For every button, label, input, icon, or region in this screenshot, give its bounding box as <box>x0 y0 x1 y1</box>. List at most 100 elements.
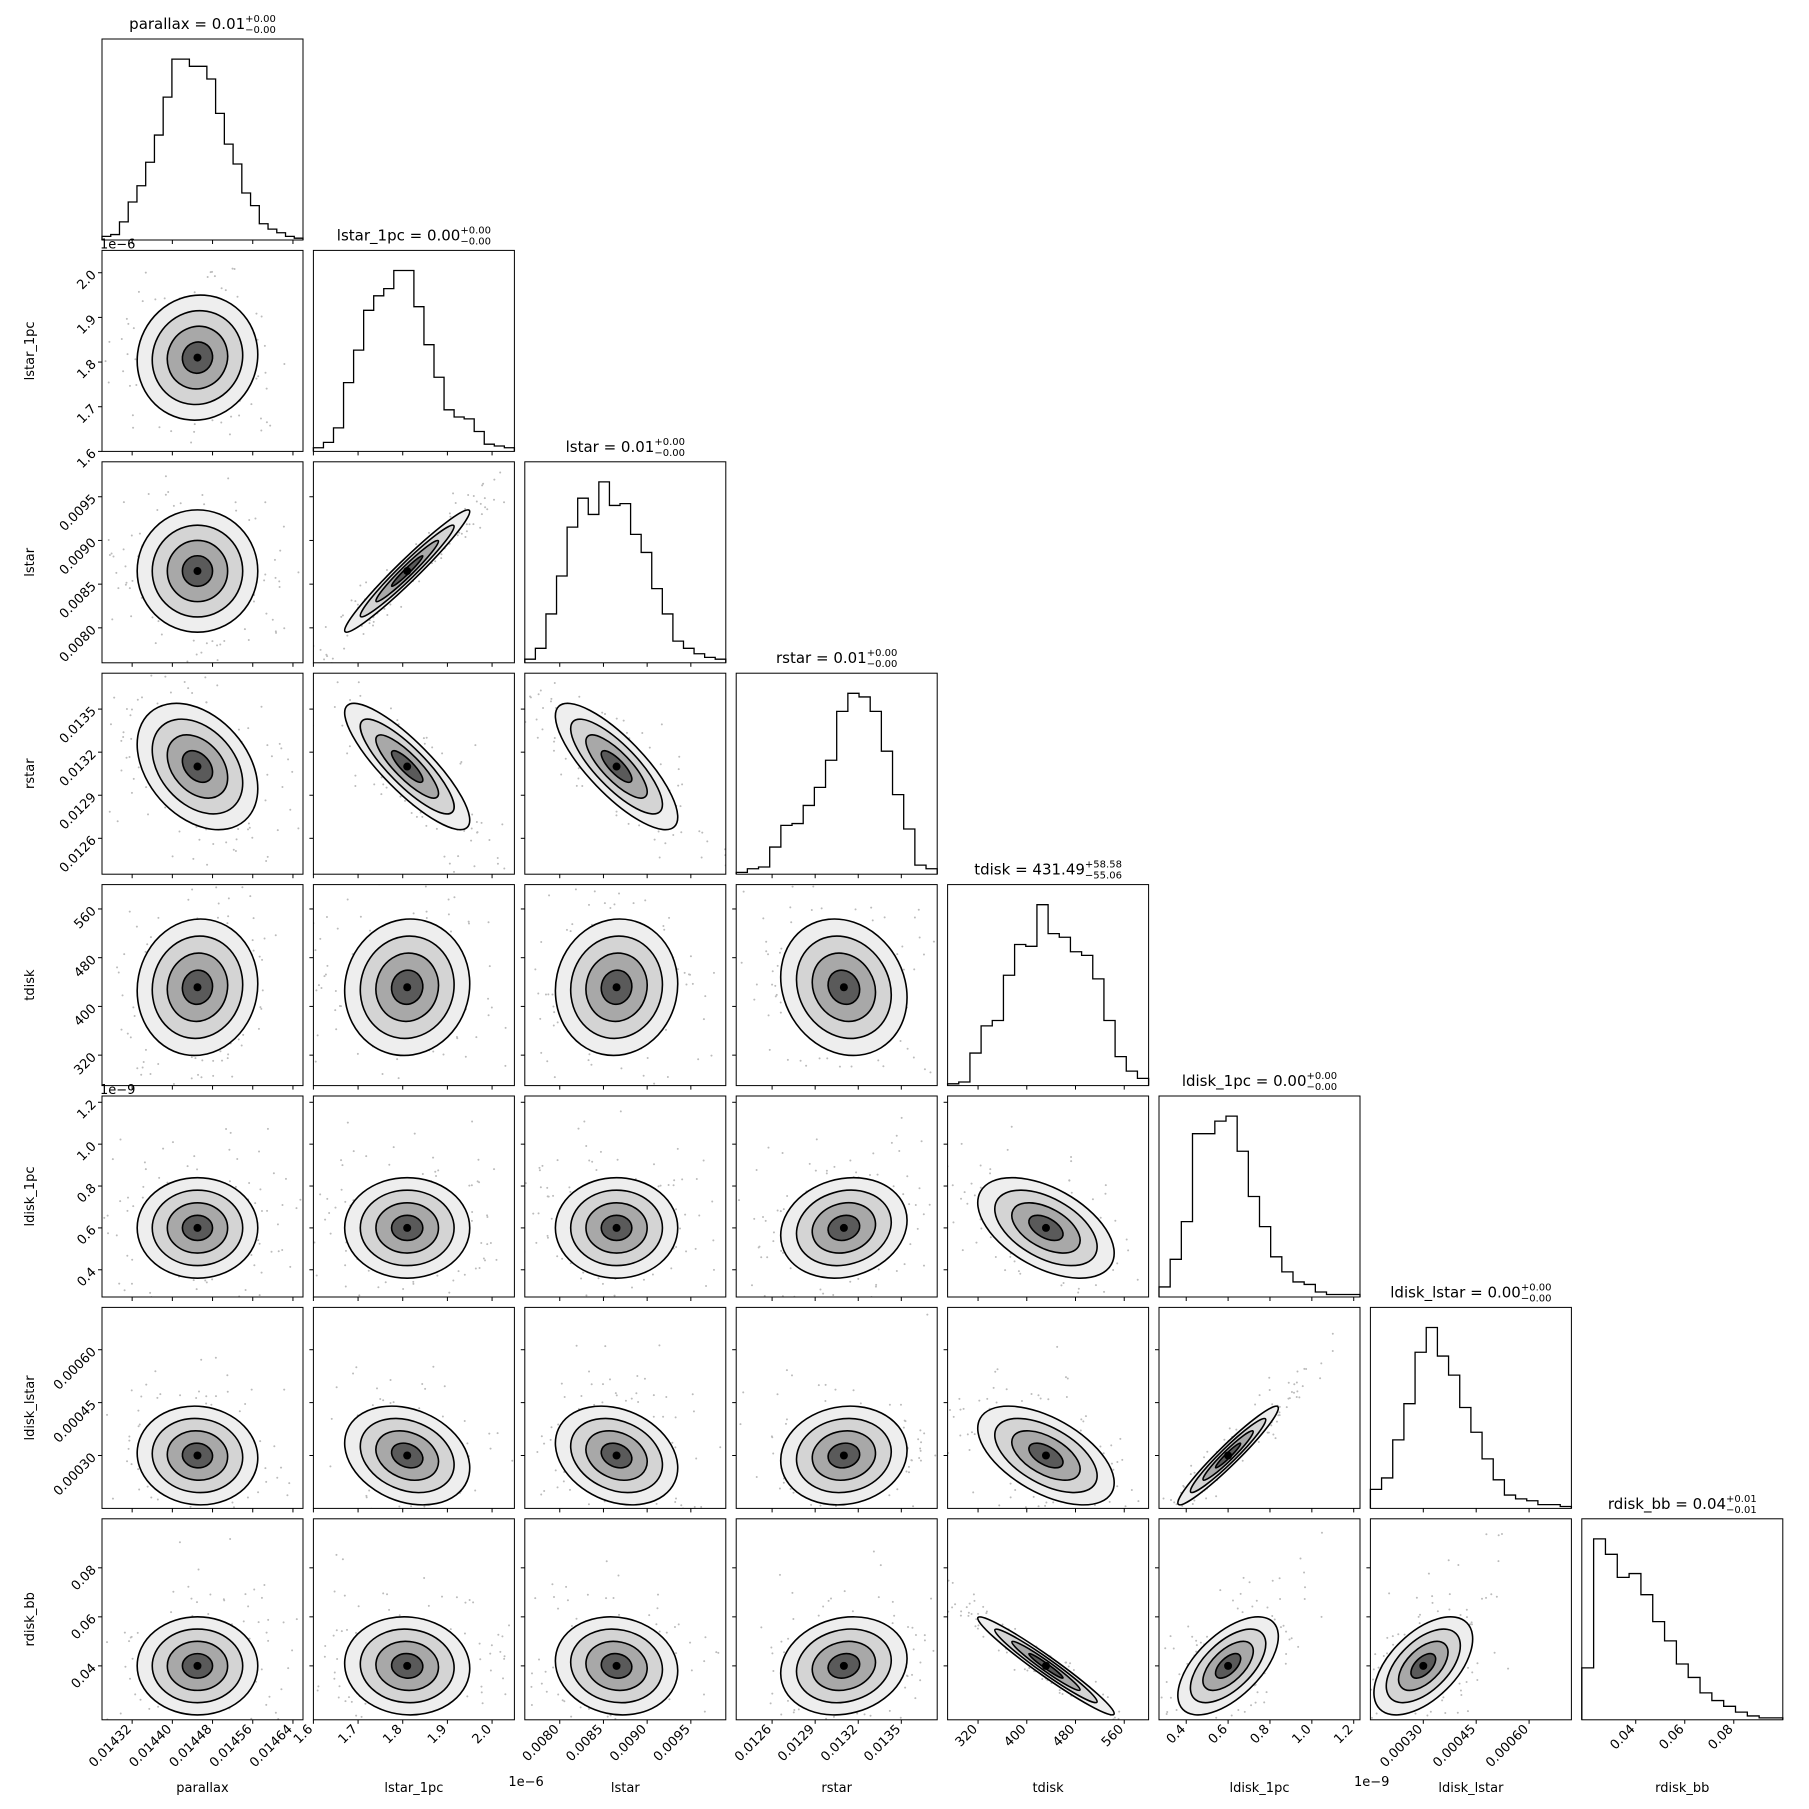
sample-point <box>478 1267 481 1270</box>
sample-point <box>790 1374 793 1377</box>
sample-point <box>77 529 79 531</box>
sample-point <box>310 1697 312 1699</box>
sample-point <box>609 1737 611 1739</box>
sample-point <box>784 834 786 836</box>
sample-point <box>636 1374 639 1377</box>
sample-point <box>615 717 618 720</box>
sample-point <box>739 1423 742 1426</box>
sample-point <box>859 1402 862 1405</box>
sample-point <box>1320 1362 1323 1365</box>
sample-point <box>1320 1531 1323 1534</box>
sample-point <box>545 1690 548 1693</box>
sample-point <box>48 1457 50 1459</box>
sample-point <box>959 1024 961 1026</box>
sample-point <box>972 1593 975 1596</box>
sample-point <box>504 1026 507 1029</box>
sample-point <box>214 1356 217 1359</box>
sample-point <box>579 1720 581 1722</box>
x-tick-label: 0.0090 <box>607 1722 650 1765</box>
sample-point <box>863 1713 866 1716</box>
sample-point <box>1341 1697 1343 1699</box>
sample-point <box>281 1204 284 1207</box>
sample-point <box>336 681 339 684</box>
sample-point <box>907 1625 910 1628</box>
sample-point <box>503 867 506 870</box>
sample-point <box>1248 1581 1251 1584</box>
panel-parallax-rdisk_bb: 0.014320.014400.014480.014560.014640.040… <box>69 1518 304 1771</box>
sample-point <box>1082 1420 1085 1423</box>
sample-point <box>697 1058 700 1061</box>
sample-point <box>412 912 415 915</box>
sample-point <box>193 291 196 294</box>
sample-point <box>212 1074 215 1077</box>
sample-point <box>564 757 567 760</box>
sample-point <box>1006 1148 1009 1151</box>
sample-point <box>280 747 283 750</box>
sample-point <box>658 1630 661 1633</box>
sample-point <box>283 1388 286 1391</box>
sample-point <box>861 1723 863 1725</box>
sample-point <box>487 921 490 924</box>
sample-point <box>540 1051 543 1054</box>
sample-point <box>216 684 219 687</box>
sample-point <box>577 767 580 770</box>
sample-point <box>392 1401 395 1404</box>
sample-point <box>836 1509 838 1511</box>
sample-point <box>1064 1661 1067 1664</box>
sample-point <box>1072 1669 1075 1672</box>
sample-point <box>582 1271 585 1274</box>
sample-point <box>270 1250 273 1253</box>
sample-point <box>919 1449 922 1452</box>
sample-point <box>265 612 268 615</box>
sample-point <box>970 1431 973 1434</box>
sample-point <box>423 1505 426 1508</box>
density-peak <box>403 1451 412 1460</box>
sample-point <box>158 426 161 429</box>
sample-point <box>1173 1526 1175 1528</box>
sample-point <box>693 863 695 865</box>
sample-point <box>923 1639 926 1642</box>
sample-point <box>138 1423 141 1426</box>
sample-point <box>547 993 550 996</box>
sample-point <box>717 1549 719 1551</box>
sample-point <box>785 1418 788 1421</box>
sample-point <box>563 1395 566 1398</box>
sample-point <box>314 1060 317 1063</box>
title-prefix: ldisk_1pc = <box>1182 1072 1273 1091</box>
sample-point <box>1181 1504 1184 1507</box>
sample-point <box>1456 1711 1459 1714</box>
sample-point <box>278 742 281 745</box>
sample-point <box>977 1612 980 1615</box>
sample-point <box>289 1265 292 1268</box>
sample-point <box>116 966 119 969</box>
sample-point <box>677 768 680 771</box>
sample-point <box>111 1158 114 1161</box>
sample-point <box>1271 1403 1274 1406</box>
sample-point <box>355 1366 358 1369</box>
sample-point <box>343 647 346 650</box>
sample-point <box>838 1514 840 1516</box>
sample-point <box>1476 1678 1479 1681</box>
sample-point <box>930 1159 932 1161</box>
sample-point <box>187 1585 190 1588</box>
sample-point <box>1066 1377 1069 1380</box>
sample-point <box>487 1014 490 1017</box>
sample-point <box>604 1522 606 1524</box>
sample-point <box>260 1209 263 1212</box>
sample-point <box>1319 1377 1322 1380</box>
sample-point <box>287 1667 290 1670</box>
sample-point <box>493 498 496 501</box>
sample-point <box>281 1249 284 1252</box>
sample-point <box>425 910 428 913</box>
sample-point <box>615 810 618 813</box>
sample-point <box>914 1634 917 1637</box>
sample-point <box>1106 1696 1109 1699</box>
sample-point <box>944 1705 946 1707</box>
sample-point <box>922 1213 925 1216</box>
sample-point <box>673 1625 676 1628</box>
sample-point <box>757 1246 760 1249</box>
density-tdisk-ldisk_1pc <box>930 1125 1139 1294</box>
sample-point <box>815 1138 818 1141</box>
sample-point <box>205 1281 208 1284</box>
title-prefix: tdisk = <box>974 861 1032 879</box>
